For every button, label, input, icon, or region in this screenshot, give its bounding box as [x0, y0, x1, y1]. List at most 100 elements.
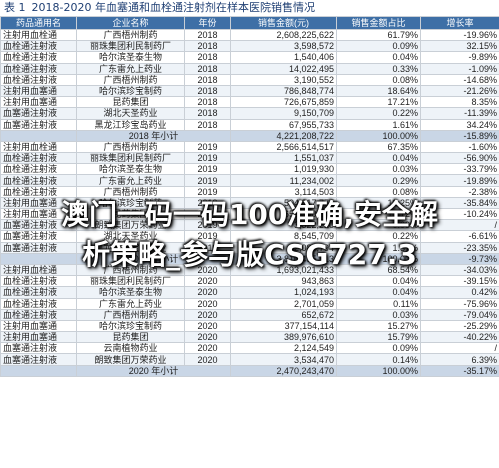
- share-cell: 17.21%: [336, 96, 421, 109]
- growth-cell: -6.61%: [420, 230, 499, 243]
- drug-name-cell: 血栓通注射液: [0, 297, 77, 310]
- subtotal-amount-cell: 4,221,208,722: [230, 129, 337, 142]
- year-cell: 2019: [184, 219, 231, 232]
- company-cell: 广西梧州制药: [76, 263, 185, 277]
- drug-name-cell: 注射用血塞通: [0, 207, 77, 221]
- table-row: 血塞通注射液 湖北天圣药业 2019 8,545,709 0.22% -6.61%: [0, 230, 499, 243]
- drug-name-cell: 血栓通注射液: [0, 185, 77, 198]
- growth-cell: -25.29%: [420, 319, 499, 333]
- company-cell: 广西梧州制药: [76, 185, 185, 198]
- amount-cell: 3,598,572: [230, 40, 337, 53]
- drug-name-cell: 血栓通注射液: [0, 51, 77, 64]
- amount-cell: 52,084,794: [230, 241, 337, 254]
- table-row: 注射用血栓通 广西梧州制药 2019 2,566,514,517 67.35% -1.60…: [0, 140, 499, 154]
- share-cell: 18.64%: [336, 84, 421, 98]
- share-cell: 15.27%: [336, 319, 421, 333]
- table-row: 血栓通注射液 丽珠集团利民制药厂 2019 1,551,037 0.04% -56.90%: [0, 152, 499, 165]
- table-caption: 2018-2020 年血塞通和血栓通注射剂在样本医院销售情况: [31, 1, 315, 14]
- amount-cell: 1,551,037: [230, 152, 337, 165]
- year-cell: 2020: [184, 319, 231, 333]
- amount-cell: 11,234,002: [230, 174, 337, 187]
- growth-cell: -10.24%: [420, 207, 499, 221]
- subtotal-label-cell: 2018 年小计: [76, 129, 231, 142]
- share-cell: 15.79%: [336, 331, 421, 344]
- company-cell: 朗致集团万荣药业: [76, 219, 185, 232]
- table-row: 血栓通注射液 广东雷允上药业 2020 2,701,059 0.11% -75.96%: [0, 297, 499, 310]
- growth-cell: 32.15%: [420, 40, 499, 53]
- growth-cell: -11.39%: [420, 107, 499, 120]
- year-cell: 2018: [184, 84, 231, 98]
- drug-name-cell: 注射用血塞通: [0, 319, 77, 333]
- header-year: 年份: [184, 16, 231, 30]
- subtotal-amount-cell: 2,470,243,470: [230, 364, 337, 377]
- year-cell: 2019: [184, 140, 231, 154]
- company-cell: 广西梧州制药: [76, 140, 185, 154]
- company-cell: 哈尔滨圣泰生物: [76, 51, 185, 64]
- company-cell: 朗致集团万荣药业: [76, 353, 185, 366]
- drug-name-cell: 注射用血塞通: [0, 331, 77, 344]
- amount-cell: 1,693,021,433: [230, 263, 337, 277]
- company-cell: 哈尔滨珍宝制药: [76, 84, 185, 98]
- amount-cell: 3,534,470: [230, 353, 337, 366]
- table-row: 血栓通注射液 广东雷允上药业 2019 11,234,002 0.29% -19.89%: [0, 174, 499, 187]
- amount-cell: 3,322,220: [230, 219, 337, 232]
- company-cell: 黑龙江珍宝岛药业: [76, 241, 185, 254]
- year-cell: 2020: [184, 342, 231, 355]
- table-number: 表 1: [4, 1, 26, 14]
- growth-cell: 0.42%: [420, 286, 499, 299]
- amount-cell: 1,019,930: [230, 163, 337, 176]
- drug-name-cell: 血栓通注射液: [0, 152, 77, 165]
- share-cell: 0.09%: [336, 342, 421, 355]
- year-cell: 2018: [184, 96, 231, 109]
- growth-cell: /: [420, 342, 499, 355]
- company-cell: 哈尔滨圣泰生物: [76, 163, 185, 176]
- company-cell: 广东雷允上药业: [76, 297, 185, 310]
- drug-name-cell: 注射用血栓通: [0, 140, 77, 154]
- share-cell: 1.61%: [336, 118, 421, 131]
- growth-cell: -23.35%: [420, 241, 499, 254]
- table-row: 血栓通注射液 丽珠集团利民制药厂 2020 943,863 0.04% -39.15%: [0, 275, 499, 288]
- company-cell: 昆药集团: [76, 207, 185, 221]
- company-cell: 广西梧州制药: [76, 73, 185, 86]
- year-cell: 2019: [184, 152, 231, 165]
- growth-cell: -79.04%: [420, 308, 499, 321]
- year-cell: 2020: [184, 353, 231, 366]
- sales-table: 药品通用名 企业名称 年份 销售金额(元) 销售金额占比 增长率 注射用血栓通广…: [0, 16, 499, 377]
- header-growth: 增长率: [420, 16, 499, 30]
- year-cell: 2019: [184, 163, 231, 176]
- share-cell: 0.08%: [336, 73, 421, 86]
- amount-cell: 2,608,225,622: [230, 28, 337, 42]
- share-cell: 0.03%: [336, 163, 421, 176]
- amount-cell: 8,545,709: [230, 230, 337, 243]
- drug-name-cell: 血栓通注射液: [0, 73, 77, 86]
- company-cell: 湖北天圣药业: [76, 107, 185, 120]
- share-cell: 0.11%: [336, 297, 421, 310]
- amount-cell: 2,566,514,517: [230, 140, 337, 154]
- table-row: 注射用血塞通 哈尔滨珍宝制药 2020 377,154,114 15.27% -25.29…: [0, 319, 499, 333]
- amount-cell: 1,540,406: [230, 51, 337, 64]
- table-row: 注射用血塞通 昆药集团 2020 389,976,610 15.79% -40.22%: [0, 331, 499, 344]
- table-row: 注射用血塞通 哈尔滨珍宝制药 2018 786,848,774 18.64% -21.26…: [0, 84, 499, 98]
- company-cell: 黑龙江珍宝岛药业: [76, 118, 185, 131]
- table-row: 注射用血栓通 广西梧州制药 2020 1,693,021,433 68.54% -34.0…: [0, 263, 499, 277]
- year-cell: 2018: [184, 62, 231, 75]
- table-row: 血栓通注射液 广西梧州制药 2019 3,114,503 0.08% -2.38%: [0, 185, 499, 198]
- growth-cell: -40.22%: [420, 331, 499, 344]
- drug-name-cell: 血塞通注射液: [0, 241, 77, 254]
- amount-cell: 1,024,193: [230, 286, 337, 299]
- subtotal-share-cell: 100.00%: [336, 364, 421, 377]
- year-cell: 2020: [184, 331, 231, 344]
- share-cell: 0.08%: [336, 185, 421, 198]
- drug-name-cell: 血栓通注射液: [0, 163, 77, 176]
- drug-name-cell: 血栓通注射液: [0, 62, 77, 75]
- company-cell: 广东雷允上药业: [76, 62, 185, 75]
- year-cell: 2018: [184, 73, 231, 86]
- amount-cell: 389,976,610: [230, 331, 337, 344]
- growth-cell: -34.03%: [420, 263, 499, 277]
- growth-cell: -39.15%: [420, 275, 499, 288]
- table-row: 血栓通注射液 广东雷允上药业 2018 14,022,495 0.33% -1.09%: [0, 62, 499, 75]
- amount-cell: 786,848,774: [230, 84, 337, 98]
- share-cell: 0.04%: [336, 286, 421, 299]
- drug-name-cell: 注射用血塞通: [0, 96, 77, 109]
- share-cell: 0.03%: [336, 308, 421, 321]
